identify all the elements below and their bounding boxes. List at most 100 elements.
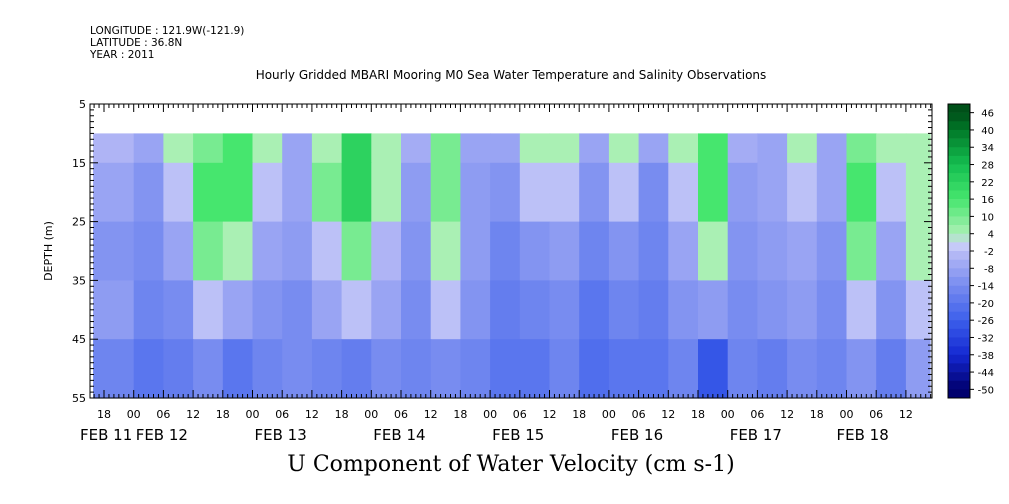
heatmap-cell [341,133,372,164]
heatmap-cell [430,162,461,223]
colorbar-bin [948,173,970,183]
colorbar-bin [948,320,970,330]
colorbar-label: -50 [978,385,994,396]
heatmap-cell [371,221,402,281]
heatmap-cell [668,280,699,340]
y-tick-label: 45 [72,333,86,346]
colorbar-bin [948,380,970,390]
heatmap-cell [341,339,372,399]
heatmap-cell [727,339,758,399]
heatmap-cell [519,162,551,223]
heatmap-cell [579,133,610,164]
heatmap-cell [282,339,313,399]
heatmap-cell [193,162,224,223]
colorbar-label: 46 [981,109,994,120]
x-day-label: FEB 14 [373,426,425,444]
colorbar-bin [948,104,970,113]
x-hour-label: 12 [899,408,913,421]
heatmap-cell [549,162,580,223]
heatmap-cell [430,339,461,399]
heatmap-cell [787,162,818,223]
heatmap-cell [608,280,640,340]
x-hour-label: 12 [305,408,319,421]
heatmap-cell [757,162,788,223]
heatmap-cell [757,221,788,281]
heatmap-cell [638,162,669,223]
x-day-label: FEB 15 [492,426,544,444]
colorbar-bin [948,346,970,356]
colorbar-bin [948,147,970,157]
x-hour-label: 18 [97,408,111,421]
axes: 5 15 25 35 45 55 DEPTH (m) 18 00 06 12 18 00 06 12 18 00… [42,98,933,444]
x-hour-label: 00 [602,408,616,421]
x-hour-label: 06 [275,408,289,421]
colorbar-bin [948,302,970,312]
heatmap-cell [579,162,610,223]
x-day-label: FEB 17 [730,426,782,444]
heatmap-cell [341,221,372,281]
heatmap-cell [401,280,432,340]
heatmap-cell [905,162,931,223]
heatmap-cell [519,339,551,399]
x-hour-label: 12 [543,408,557,421]
heatmap-cell [876,280,907,340]
heatmap-cell [133,162,164,223]
colorbar-bin [948,207,970,217]
longitude-label: LONGITUDE : 121.9W(-121.9) [90,25,245,37]
heatmap-cell [282,280,313,340]
heatmap-cell [460,162,491,223]
heatmap-cell [222,133,254,164]
colorbar-bin [948,389,970,399]
heatmap-cell [698,280,729,340]
heatmap-cell [549,133,580,164]
heatmap-cell [698,162,729,223]
x-hour-label: 12 [780,408,794,421]
x-day-label: FEB 12 [136,426,188,444]
heatmap-cell [579,339,610,399]
heatmap-cell [460,280,491,340]
x-hour-label: 06 [750,408,764,421]
heatmap-cell [93,280,135,340]
x-hour-label: 00 [840,408,854,421]
year-label: YEAR : 2011 [90,49,155,61]
heatmap-cell [430,133,461,164]
heatmap-cell [905,280,931,340]
heatmap-cell [311,280,343,340]
heatmap-cell [341,162,372,223]
colorbar-bin [948,268,970,278]
x-hour-label: 18 [216,408,230,421]
colorbar-bin [948,121,970,131]
heatmap-cell [757,280,788,340]
heatmap-cell [133,221,164,281]
y-tick-label: 25 [72,216,86,229]
heatmap-cell [193,221,224,281]
heatmap-cell [460,339,491,399]
colorbar-label: -20 [978,299,994,310]
heatmap-cell [727,133,758,164]
heatmap-cell [846,280,877,340]
heatmap-cell [876,133,907,164]
heatmap-cell [430,221,461,281]
heatmap-cell [311,133,343,164]
x-hour-label: 12 [661,408,675,421]
heatmap-cell [698,339,729,399]
heatmap-cell [787,339,818,399]
heatmap-cell [905,133,931,164]
x-hour-label: 06 [869,408,883,421]
heatmap-cell [93,133,135,164]
colorbar-label: 40 [981,126,994,137]
heatmap-cell [816,221,848,281]
heatmap-cell [846,221,877,281]
heatmap-cell [193,133,224,164]
heatmap-cell [876,339,907,399]
colorbar-label: 10 [981,212,994,223]
heatmap-cell [490,162,521,223]
colorbar-label: 4 [988,230,994,241]
x-hour-label: 18 [691,408,705,421]
heatmap-cell [757,133,788,164]
heatmap-cell [668,221,699,281]
heatmap-cell [282,221,313,281]
x-hour-label: 12 [424,408,438,421]
colorbar-bin [948,372,970,382]
y-axis-label: DEPTH (m) [42,221,55,281]
